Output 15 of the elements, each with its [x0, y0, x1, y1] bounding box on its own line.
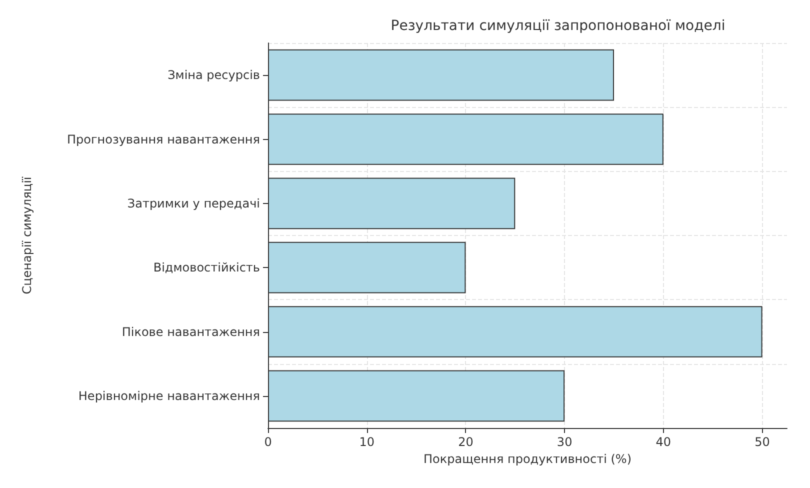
x-tick-label: 30 — [556, 435, 572, 449]
y-tick-label: Прогнозування навантаження — [66, 132, 260, 146]
y-tick-label: Затримки у передачі — [127, 196, 260, 210]
y-tick-label: Нерівномірне навантаження — [78, 388, 260, 403]
x-tick-label: 50 — [754, 435, 770, 449]
x-tick-label: 10 — [359, 435, 374, 449]
x-tick-label: 40 — [656, 435, 672, 449]
x-axis-title: Покращення продуктивності (%) — [424, 452, 632, 466]
x-tick-label: 20 — [458, 435, 474, 449]
y-axis-title: Сценарії симуляції — [20, 176, 34, 294]
y-tick-label: Пікове навантаження — [122, 324, 260, 339]
y-tick-label: Відмовостійкість — [153, 260, 260, 275]
chart-title: Результати симуляції запропонованої моделі — [390, 18, 726, 34]
y-tick-label: Зміна ресурсів — [168, 68, 260, 82]
x-tick-label: 0 — [264, 435, 272, 449]
